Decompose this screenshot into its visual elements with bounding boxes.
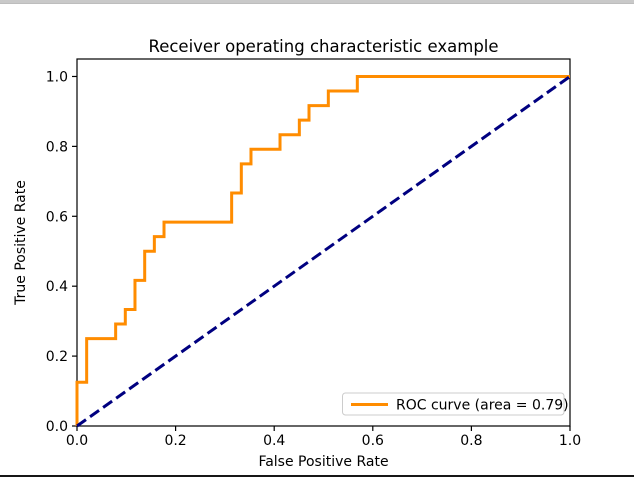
y-tick-label: 1.0 — [46, 69, 68, 85]
y-tick-label: 0.2 — [46, 349, 68, 365]
chart-title: Receiver operating characteristic exampl… — [148, 37, 498, 56]
chance-diagonal-line — [76, 75, 571, 428]
legend-roc-label: ROC curve (area = 0.79) — [396, 398, 569, 414]
window-top-border — [0, 0, 634, 4]
x-tick-label: 0.6 — [362, 433, 384, 449]
y-tick-label: 0.4 — [46, 279, 68, 295]
x-tick-label: 0.4 — [263, 433, 285, 449]
plot-frame — [76, 58, 571, 427]
roc-curve-line — [75, 74, 570, 426]
y-tick-label: 0.0 — [46, 419, 68, 435]
y-tick-label: 0.8 — [46, 139, 68, 155]
plot-lines — [75, 74, 571, 428]
legend-box — [342, 392, 565, 416]
x-axis-ticks: 0.0 0.2 0.4 0.6 0.8 1.0 — [66, 426, 581, 449]
x-tick-label: 0.8 — [460, 433, 482, 449]
x-tick-label: 0.0 — [66, 433, 88, 449]
y-axis-label: True Positive Rate — [13, 180, 29, 306]
x-tick-label: 0.2 — [164, 433, 186, 449]
y-axis-ticks: 0.0 0.2 0.4 0.6 0.8 1.0 — [46, 69, 77, 435]
x-tick-label: 1.0 — [559, 433, 581, 449]
legend: ROC curve (area = 0.79) — [342, 392, 569, 416]
window-bottom-border — [0, 475, 634, 477]
x-axis-label: False Positive Rate — [258, 454, 388, 470]
y-tick-label: 0.6 — [46, 209, 68, 225]
